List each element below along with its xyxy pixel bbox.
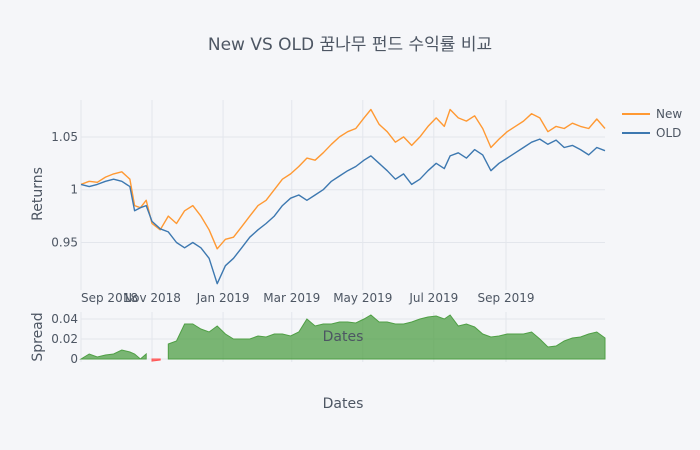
legend-label-old: OLD [656, 126, 681, 140]
returns-y-tick-label: 0.95 [51, 236, 78, 250]
returns-y-axis-title: Returns [30, 167, 46, 221]
x-tick-label: Jan 2019 [196, 291, 250, 305]
spread-x-axis-title: Dates [323, 329, 364, 345]
x-tick-label: May 2019 [333, 291, 392, 305]
x-tick-label: Sep 2019 [478, 291, 535, 305]
x-tick-label: Mar 2019 [263, 291, 320, 305]
spread-area-neg[interactable] [151, 358, 161, 362]
legend-item-old[interactable]: OLD [622, 126, 681, 140]
x-tick-label: Jul 2019 [408, 291, 458, 305]
legend: New OLD [622, 107, 682, 140]
spread-y-tick-label: 0.04 [51, 312, 78, 326]
spread-y-axis-title: Spread [30, 312, 46, 361]
series-line-old[interactable] [80, 138, 606, 285]
x-tick-label: Nov 2018 [123, 291, 181, 305]
returns-y-tick-label: 1.05 [51, 130, 78, 144]
x-axis-title: Dates [323, 396, 364, 412]
returns-y-tick-label: 1 [70, 183, 78, 197]
spread-area-pos[interactable] [167, 314, 606, 360]
x-tick-label: Sep 2018 [81, 291, 138, 305]
legend-label-new: New [656, 107, 682, 121]
spread-area-pos[interactable] [79, 349, 147, 360]
spread-y-tick-label: 0.02 [51, 332, 78, 346]
chart-title: New VS OLD 꿈나무 펀드 수익률 비교 [208, 35, 492, 55]
spread-y-tick-label: 0 [70, 352, 78, 366]
series-line-new[interactable] [80, 108, 606, 250]
spread-panel: 0 0.02 0.04 [51, 312, 606, 366]
legend-item-new[interactable]: New [622, 107, 682, 121]
